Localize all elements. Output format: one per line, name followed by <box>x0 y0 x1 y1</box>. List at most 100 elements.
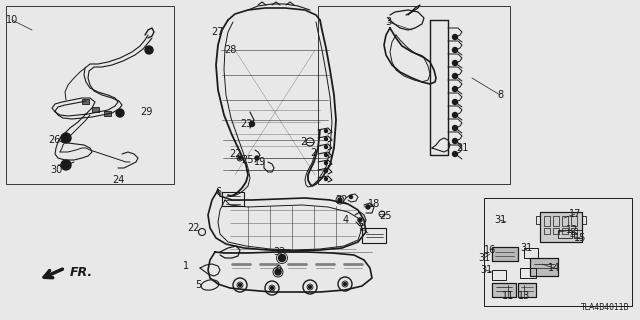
Bar <box>571 216 577 226</box>
Text: 21: 21 <box>456 143 468 153</box>
Circle shape <box>349 196 353 198</box>
Circle shape <box>271 286 273 290</box>
Bar <box>492 283 516 297</box>
Circle shape <box>452 74 458 78</box>
Text: 7: 7 <box>357 223 363 233</box>
Circle shape <box>452 35 458 39</box>
Text: 3: 3 <box>385 17 391 27</box>
Text: 16: 16 <box>484 245 496 255</box>
Text: 28: 28 <box>224 45 236 55</box>
Circle shape <box>324 170 328 172</box>
Text: 32: 32 <box>274 247 286 257</box>
Bar <box>492 247 518 261</box>
Circle shape <box>239 156 241 159</box>
Text: TLA4B4011B: TLA4B4011B <box>581 303 630 312</box>
Circle shape <box>324 138 328 140</box>
Circle shape <box>324 154 328 156</box>
Text: 22: 22 <box>188 223 200 233</box>
Bar <box>558 230 572 238</box>
Bar <box>582 216 586 224</box>
Text: 18: 18 <box>368 199 380 209</box>
Bar <box>492 247 518 261</box>
Text: 30: 30 <box>50 165 62 175</box>
Bar <box>484 198 632 306</box>
Text: 15: 15 <box>574 233 586 243</box>
Bar <box>574 230 582 238</box>
Circle shape <box>255 156 259 160</box>
Text: 17: 17 <box>569 209 581 219</box>
Bar <box>362 228 386 243</box>
Text: FR.: FR. <box>70 266 93 278</box>
Bar <box>536 216 540 224</box>
Circle shape <box>324 178 328 180</box>
Circle shape <box>61 133 71 143</box>
Circle shape <box>275 269 281 275</box>
Circle shape <box>452 113 458 117</box>
Circle shape <box>358 218 362 222</box>
Bar <box>553 228 559 234</box>
Bar <box>82 99 89 104</box>
Text: 23: 23 <box>240 119 252 129</box>
Text: 8: 8 <box>497 90 503 100</box>
Circle shape <box>452 125 458 131</box>
Text: 11: 11 <box>502 291 514 301</box>
Text: 26: 26 <box>48 135 60 145</box>
Circle shape <box>61 160 71 170</box>
Text: 2: 2 <box>310 148 316 158</box>
Circle shape <box>145 46 153 54</box>
Text: 1: 1 <box>183 261 189 271</box>
Bar <box>318 6 510 184</box>
Bar <box>6 6 174 184</box>
Bar <box>520 268 536 278</box>
Circle shape <box>308 285 312 289</box>
Bar <box>544 228 550 234</box>
Circle shape <box>278 254 285 261</box>
Text: 31: 31 <box>520 243 532 253</box>
Text: 5: 5 <box>195 280 201 290</box>
Text: 6: 6 <box>215 187 221 197</box>
Circle shape <box>116 109 124 117</box>
Text: 12: 12 <box>566 225 578 235</box>
Text: 9: 9 <box>275 265 281 275</box>
Text: 22: 22 <box>336 195 348 205</box>
Circle shape <box>324 162 328 164</box>
Text: 19: 19 <box>254 157 266 167</box>
Bar <box>92 107 99 112</box>
Bar <box>544 216 550 226</box>
Circle shape <box>366 205 370 209</box>
Circle shape <box>344 283 346 285</box>
Text: 25: 25 <box>380 211 392 221</box>
Circle shape <box>452 139 458 143</box>
Text: 4: 4 <box>343 215 349 225</box>
Bar <box>540 212 582 242</box>
Bar <box>492 283 516 297</box>
Bar <box>518 283 536 297</box>
Bar <box>553 216 559 226</box>
Circle shape <box>452 86 458 92</box>
Bar <box>530 258 558 276</box>
Text: 2: 2 <box>300 137 306 147</box>
Text: 27: 27 <box>212 27 224 37</box>
Text: 10: 10 <box>6 15 18 25</box>
Circle shape <box>250 122 255 126</box>
Circle shape <box>452 47 458 52</box>
Circle shape <box>452 60 458 66</box>
Bar <box>524 248 538 258</box>
Bar <box>562 216 568 226</box>
Bar <box>104 111 111 116</box>
Bar <box>530 258 558 276</box>
Text: 13: 13 <box>518 291 530 301</box>
Bar <box>571 228 577 234</box>
Bar <box>540 212 582 242</box>
Circle shape <box>452 100 458 105</box>
Circle shape <box>324 146 328 148</box>
Text: 22: 22 <box>230 149 243 159</box>
Text: 31: 31 <box>478 253 490 263</box>
Bar <box>222 192 244 206</box>
Circle shape <box>324 130 328 132</box>
Text: 29: 29 <box>140 107 152 117</box>
Text: 31: 31 <box>494 215 506 225</box>
Bar <box>562 228 568 234</box>
Circle shape <box>239 284 241 286</box>
Text: 14: 14 <box>548 263 560 273</box>
